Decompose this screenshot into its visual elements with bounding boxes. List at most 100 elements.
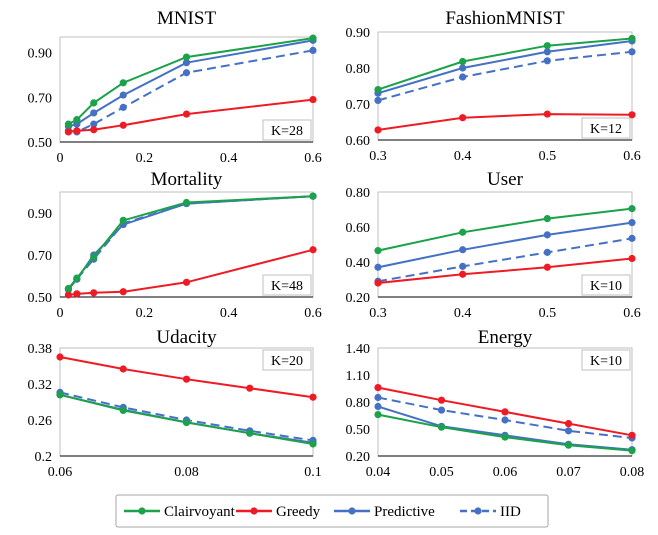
data-point-iid (501, 416, 509, 424)
legend-marker-clairvoyant (138, 507, 146, 515)
x-tick-label: 0.05 (429, 465, 454, 480)
data-point-clairvoyant (90, 253, 98, 261)
x-tick-label: 0.1 (304, 465, 322, 480)
data-point-greedy (73, 290, 81, 298)
y-tick-label: 0.20 (346, 450, 371, 465)
x-tick-label: 0 (57, 151, 64, 166)
data-point-greedy (182, 375, 191, 383)
chart-panel-energy: Energy 0.20 0.50 0.80 1.10 1.40 0.04 0.05 0.06 0.… (346, 327, 645, 480)
x-tick-label: 0.5 (539, 306, 557, 321)
legend-label-predictive: Predictive (374, 504, 435, 520)
y-tick-label: 1.10 (346, 369, 371, 384)
data-point-clairvoyant (543, 215, 551, 223)
data-point-clairvoyant (64, 285, 73, 293)
data-point-clairvoyant (73, 274, 81, 282)
series-line-iid (59, 391, 314, 442)
legend-label-greedy: Greedy (276, 504, 321, 520)
x-tick-label: 0.06 (493, 465, 518, 480)
k-label-box (262, 349, 312, 371)
data-point-iid (309, 46, 317, 55)
data-point-clairvoyant (182, 198, 191, 207)
data-point-greedy (119, 365, 127, 373)
data-point-predictive (459, 64, 467, 72)
data-point-iid (459, 262, 467, 270)
data-point-predictive (374, 402, 382, 411)
data-point-clairvoyant (628, 205, 636, 213)
y-tick-label: 0.50 (28, 136, 53, 151)
y-tick-label: 0.60 (346, 134, 371, 149)
y-tick-label: 0.60 (346, 221, 371, 236)
y-tick-label: 0.70 (28, 249, 53, 264)
data-point-greedy (64, 128, 73, 136)
x-tick-label: 0.5 (539, 149, 557, 164)
x-tick-label: 0.08 (620, 465, 645, 480)
data-point-predictive (182, 59, 191, 67)
x-tick-label: 0.3 (369, 306, 387, 321)
x-tick-label: 0.2 (136, 306, 154, 321)
y-tick-label: 0.40 (346, 256, 371, 271)
data-point-clairvoyant (119, 216, 127, 224)
data-point-greedy (374, 126, 382, 134)
data-point-greedy (459, 270, 467, 278)
data-point-greedy (182, 278, 191, 286)
series-line-clairvoyant (377, 207, 633, 252)
y-tick-label: 0.80 (346, 396, 371, 411)
data-point-greedy (374, 384, 382, 392)
chart-panel-mortality: Mortality 0.50 0.70 0.90 0 0.2 0.4 0.6K=48 (28, 169, 322, 321)
chart-panel-udacity: Udacity 0.2 0.26 0.32 0.38 0.06 0.08 0.1 K=20 (28, 327, 322, 480)
y-tick-label: 0.70 (346, 98, 371, 113)
data-point-greedy (246, 384, 254, 392)
k-label-box (262, 119, 312, 141)
data-point-clairvoyant (459, 57, 467, 66)
data-point-clairvoyant (501, 433, 509, 441)
legend-label-iid: IID (500, 504, 521, 520)
legend-label-clairvoyant: Clairvoyant (164, 504, 236, 520)
data-point-iid (543, 248, 551, 256)
data-point-greedy (501, 408, 509, 416)
chart-title: Mortality (151, 169, 223, 190)
k-label: K=12 (590, 122, 622, 137)
legend: Clairvoyant Greedy Predictive IID (115, 494, 549, 528)
data-point-greedy (90, 126, 98, 134)
data-point-clairvoyant (374, 411, 382, 419)
series-line-greedy (377, 113, 633, 131)
data-point-clairvoyant (543, 42, 551, 50)
data-point-iid (374, 96, 382, 104)
x-tick-label: 0.06 (48, 465, 73, 480)
k-label: K=10 (590, 354, 622, 369)
data-point-greedy (309, 246, 317, 254)
data-point-clairvoyant (437, 423, 446, 431)
y-tick-label: 0.26 (28, 414, 53, 429)
data-point-greedy (119, 121, 127, 129)
k-label-box (262, 274, 312, 296)
chart-title: MNIST (157, 8, 217, 29)
k-label: K=28 (271, 124, 303, 139)
data-point-predictive (543, 231, 551, 239)
data-point-clairvoyant (309, 34, 317, 42)
y-tick-label: 0.38 (28, 342, 53, 357)
data-point-clairvoyant (246, 429, 254, 437)
data-point-greedy (628, 111, 636, 119)
k-label: K=20 (271, 354, 303, 369)
data-point-greedy (628, 431, 636, 439)
y-tick-label: 0.90 (28, 47, 53, 62)
chart-panel-mnist: MNIST 0.50 0.70 0.90 0 0.2 0.4 0.6K=28 (28, 8, 322, 166)
data-point-greedy (309, 95, 317, 104)
data-point-greedy (56, 353, 64, 361)
legend-marker-predictive (348, 507, 356, 515)
k-label-box (581, 117, 631, 139)
x-tick-label: 0.07 (556, 465, 581, 480)
data-point-clairvoyant (309, 192, 317, 200)
y-tick-label: 0.50 (28, 291, 53, 306)
data-point-predictive (90, 109, 98, 117)
y-tick-label: 0.20 (346, 291, 371, 306)
k-label: K=48 (271, 279, 303, 294)
data-point-predictive (374, 263, 382, 271)
data-point-clairvoyant (64, 120, 73, 128)
data-point-greedy (119, 288, 127, 296)
data-point-predictive (628, 219, 636, 227)
x-tick-label: 0.2 (136, 151, 154, 166)
chart-panel-user: User 0.20 0.40 0.60 0.80 0.3 0.4 0.5 0.6K=10 (346, 169, 641, 321)
data-point-iid (374, 393, 382, 402)
